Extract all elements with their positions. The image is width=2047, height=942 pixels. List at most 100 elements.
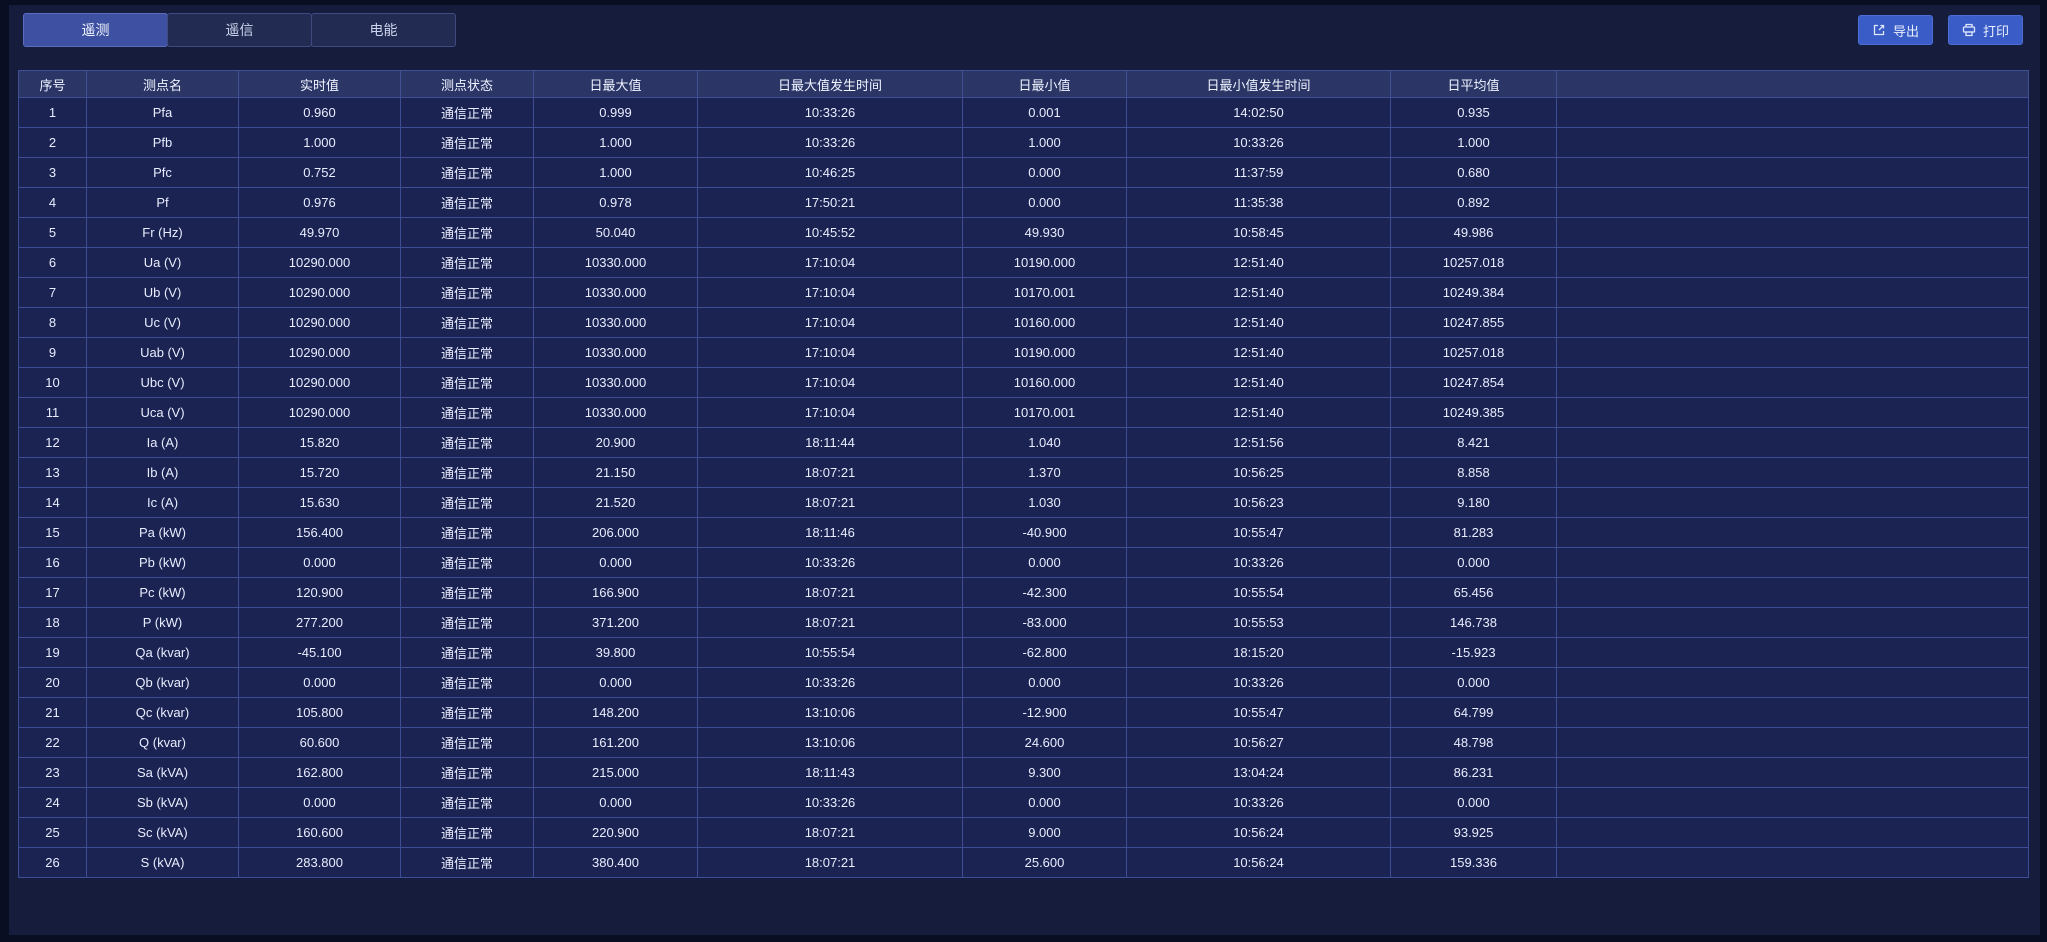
print-button[interactable]: 打印 — [1947, 15, 2023, 45]
table-row: 23 Sa (kVA) 162.800 通信正常 215.000 18:11:43 9.30… — [18, 757, 2029, 788]
day-min: 24.600 — [962, 727, 1127, 758]
realtime-value: 105.800 — [238, 697, 401, 728]
point-name: Pb (kW) — [86, 547, 239, 578]
point-name: Qc (kvar) — [86, 697, 239, 728]
day-max-time: 18:07:21 — [697, 607, 963, 638]
day-max: 10330.000 — [533, 277, 698, 308]
export-button-label: 导出 — [1892, 23, 1919, 39]
day-avg: 64.799 — [1390, 697, 1557, 728]
point-status: 通信正常 — [400, 157, 534, 188]
realtime-value: 0.976 — [238, 187, 401, 218]
point-name: Fr (Hz) — [86, 217, 239, 248]
day-max-time: 10:33:26 — [697, 127, 963, 158]
table-row: 2 Pfb 1.000 通信正常 1.000 10:33:26 1.000 10:33:26 1… — [18, 127, 2029, 158]
realtime-value: 120.900 — [238, 577, 401, 608]
table-row: 14 Ic (A) 15.630 通信正常 21.520 18:07:21 1.030 10:… — [18, 487, 2029, 518]
table-row: 24 Sb (kVA) 0.000 通信正常 0.000 10:33:26 0.000 10:… — [18, 787, 2029, 818]
table-row: 5 Fr (Hz) 49.970 通信正常 50.040 10:45:52 49.930 10… — [18, 217, 2029, 248]
point-status: 通信正常 — [400, 607, 534, 638]
realtime-value: 0.000 — [238, 667, 401, 698]
day-avg: 86.231 — [1390, 757, 1557, 788]
day-max: 21.150 — [533, 457, 698, 488]
day-min-time: 12:51:40 — [1126, 397, 1391, 428]
day-avg: 8.858 — [1390, 457, 1557, 488]
table-row: 16 Pb (kW) 0.000 通信正常 0.000 10:33:26 0.000 10:3… — [18, 547, 2029, 578]
tab-telemetry[interactable]: 遥测 — [23, 13, 168, 47]
day-max-time: 18:07:21 — [697, 817, 963, 848]
point-status: 通信正常 — [400, 577, 534, 608]
realtime-value: -45.100 — [238, 637, 401, 668]
row-index: 6 — [18, 247, 87, 278]
export-button[interactable]: 导出 — [1857, 15, 1933, 45]
filler-cell — [1556, 157, 2029, 188]
day-max-time: 10:55:54 — [697, 637, 963, 668]
filler-cell — [1556, 607, 2029, 638]
row-index: 10 — [18, 367, 87, 398]
point-name: Uab (V) — [86, 337, 239, 368]
point-status: 通信正常 — [400, 517, 534, 548]
point-status: 通信正常 — [400, 397, 534, 428]
day-min-time: 10:33:26 — [1126, 547, 1391, 578]
day-min: -83.000 — [962, 607, 1127, 638]
row-index: 24 — [18, 787, 87, 818]
table-row: 26 S (kVA) 283.800 通信正常 380.400 18:07:21 25.60… — [18, 847, 2029, 878]
point-name: Ua (V) — [86, 247, 239, 278]
realtime-value: 15.820 — [238, 427, 401, 458]
row-index: 3 — [18, 157, 87, 188]
day-min-time: 13:04:24 — [1126, 757, 1391, 788]
realtime-value: 60.600 — [238, 727, 401, 758]
row-index: 7 — [18, 277, 87, 308]
day-min-time: 18:15:20 — [1126, 637, 1391, 668]
day-min-time: 10:58:45 — [1126, 217, 1391, 248]
filler-cell — [1556, 307, 2029, 338]
filler-cell — [1556, 187, 2029, 218]
row-index: 4 — [18, 187, 87, 218]
day-max: 10330.000 — [533, 337, 698, 368]
tab-energy[interactable]: 电能 — [311, 13, 456, 47]
filler-cell — [1556, 517, 2029, 548]
row-index: 21 — [18, 697, 87, 728]
day-max-time: 13:10:06 — [697, 697, 963, 728]
point-name: S (kVA) — [86, 847, 239, 878]
day-min: -42.300 — [962, 577, 1127, 608]
day-max-time: 18:11:44 — [697, 427, 963, 458]
day-avg: 9.180 — [1390, 487, 1557, 518]
row-index: 26 — [18, 847, 87, 878]
main-panel: 遥测 遥信 电能 导出 — [9, 5, 2040, 935]
day-min: 10170.001 — [962, 397, 1127, 428]
filler-cell — [1556, 277, 2029, 308]
point-status: 通信正常 — [400, 427, 534, 458]
day-avg: 10257.018 — [1390, 247, 1557, 278]
day-max: 220.900 — [533, 817, 698, 848]
point-status: 通信正常 — [400, 217, 534, 248]
filler-cell — [1556, 667, 2029, 698]
table-row: 11 Uca (V) 10290.000 通信正常 10330.000 17:10:04 1… — [18, 397, 2029, 428]
realtime-value: 15.630 — [238, 487, 401, 518]
filler-cell — [1556, 97, 2029, 128]
day-max-time: 17:10:04 — [697, 277, 963, 308]
column-header: 序号 — [18, 70, 87, 98]
point-name: Uc (V) — [86, 307, 239, 338]
tab-telesignal[interactable]: 遥信 — [167, 13, 312, 47]
print-button-label: 打印 — [1982, 23, 2009, 39]
point-name: Pf — [86, 187, 239, 218]
point-name: Pfc — [86, 157, 239, 188]
day-min-time: 10:56:23 — [1126, 487, 1391, 518]
realtime-value: 0.960 — [238, 97, 401, 128]
day-max-time: 10:33:26 — [697, 97, 963, 128]
point-status: 通信正常 — [400, 667, 534, 698]
table-row: 6 Ua (V) 10290.000 通信正常 10330.000 17:10:04 101… — [18, 247, 2029, 278]
day-min: 1.000 — [962, 127, 1127, 158]
day-max: 39.800 — [533, 637, 698, 668]
point-status: 通信正常 — [400, 367, 534, 398]
table-row: 9 Uab (V) 10290.000 通信正常 10330.000 17:10:04 10… — [18, 337, 2029, 368]
day-max: 50.040 — [533, 217, 698, 248]
day-min-time: 10:33:26 — [1126, 787, 1391, 818]
day-max-time: 18:11:43 — [697, 757, 963, 788]
day-min-time: 11:37:59 — [1126, 157, 1391, 188]
day-max: 161.200 — [533, 727, 698, 758]
filler-cell — [1556, 727, 2029, 758]
day-min: -62.800 — [962, 637, 1127, 668]
row-index: 17 — [18, 577, 87, 608]
row-index: 8 — [18, 307, 87, 338]
